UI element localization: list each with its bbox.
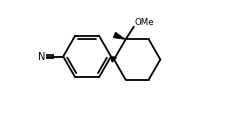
Polygon shape: [113, 33, 126, 40]
Text: OMe: OMe: [134, 18, 154, 27]
Text: N: N: [38, 52, 45, 62]
